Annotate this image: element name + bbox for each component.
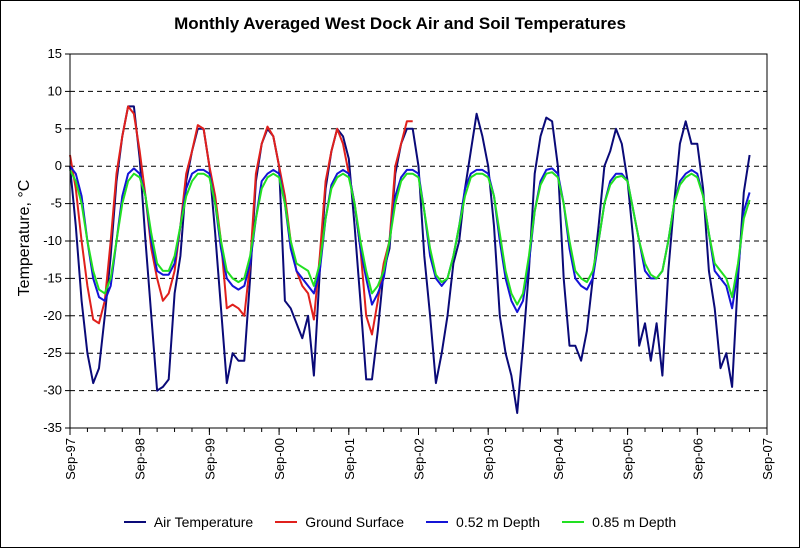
x-tick-label: Sep-04 (551, 438, 566, 480)
x-tick-label: Sep-99 (202, 438, 217, 480)
legend: Air Temperature Ground Surface 0.52 m Dept… (0, 514, 800, 530)
legend-item: Ground Surface (275, 514, 404, 530)
x-tick-label: Sep-03 (481, 438, 496, 480)
y-tick-label: 0 (55, 158, 62, 173)
legend-swatch (123, 521, 146, 523)
y-tick-label: 10 (48, 83, 62, 98)
x-tick-label: Sep-00 (272, 438, 287, 480)
series-line-3 (69, 165, 751, 314)
series-lines (69, 105, 751, 414)
legend-item: Air Temperature (123, 514, 254, 530)
x-tick-label: Sep-01 (342, 438, 357, 480)
y-tick-label: -5 (50, 196, 62, 211)
series-line-4 (69, 169, 751, 306)
x-tick-label: Sep-97 (63, 438, 78, 480)
legend-swatch (562, 521, 585, 523)
legend-item: 0.52 m Depth (426, 514, 540, 530)
y-tick-label: -25 (43, 345, 62, 360)
x-tick-label: Sep-07 (760, 438, 775, 480)
legend-item: 0.85 m Depth (562, 514, 676, 530)
x-tick-label: Sep-02 (412, 438, 427, 480)
legend-swatch (426, 521, 449, 523)
legend-label: Air Temperature (153, 514, 254, 530)
legend-label: 0.52 m Depth (456, 514, 541, 530)
y-tick-label: -35 (43, 420, 62, 435)
y-tick-label: 5 (55, 121, 62, 136)
gridlines (70, 90, 767, 392)
x-tick-label: Sep-98 (133, 438, 148, 480)
y-tick-label: 15 (48, 46, 62, 61)
legend-label: Ground Surface (305, 514, 405, 530)
y-tick-label: -15 (43, 270, 62, 285)
series-line-1 (69, 105, 751, 414)
legend-swatch (275, 521, 298, 523)
y-axis-label: Temperature, °C (16, 180, 33, 297)
y-tick-label: -30 (43, 383, 62, 398)
x-tick-label: Sep-05 (621, 438, 636, 480)
legend-label: 0.85 m Depth (592, 514, 677, 530)
x-tick-label: Sep-06 (690, 438, 705, 480)
chart-title: Monthly Averaged West Dock Air and Soil … (174, 14, 626, 33)
y-tick-label: -20 (43, 308, 62, 323)
y-tick-label: -10 (43, 233, 62, 248)
